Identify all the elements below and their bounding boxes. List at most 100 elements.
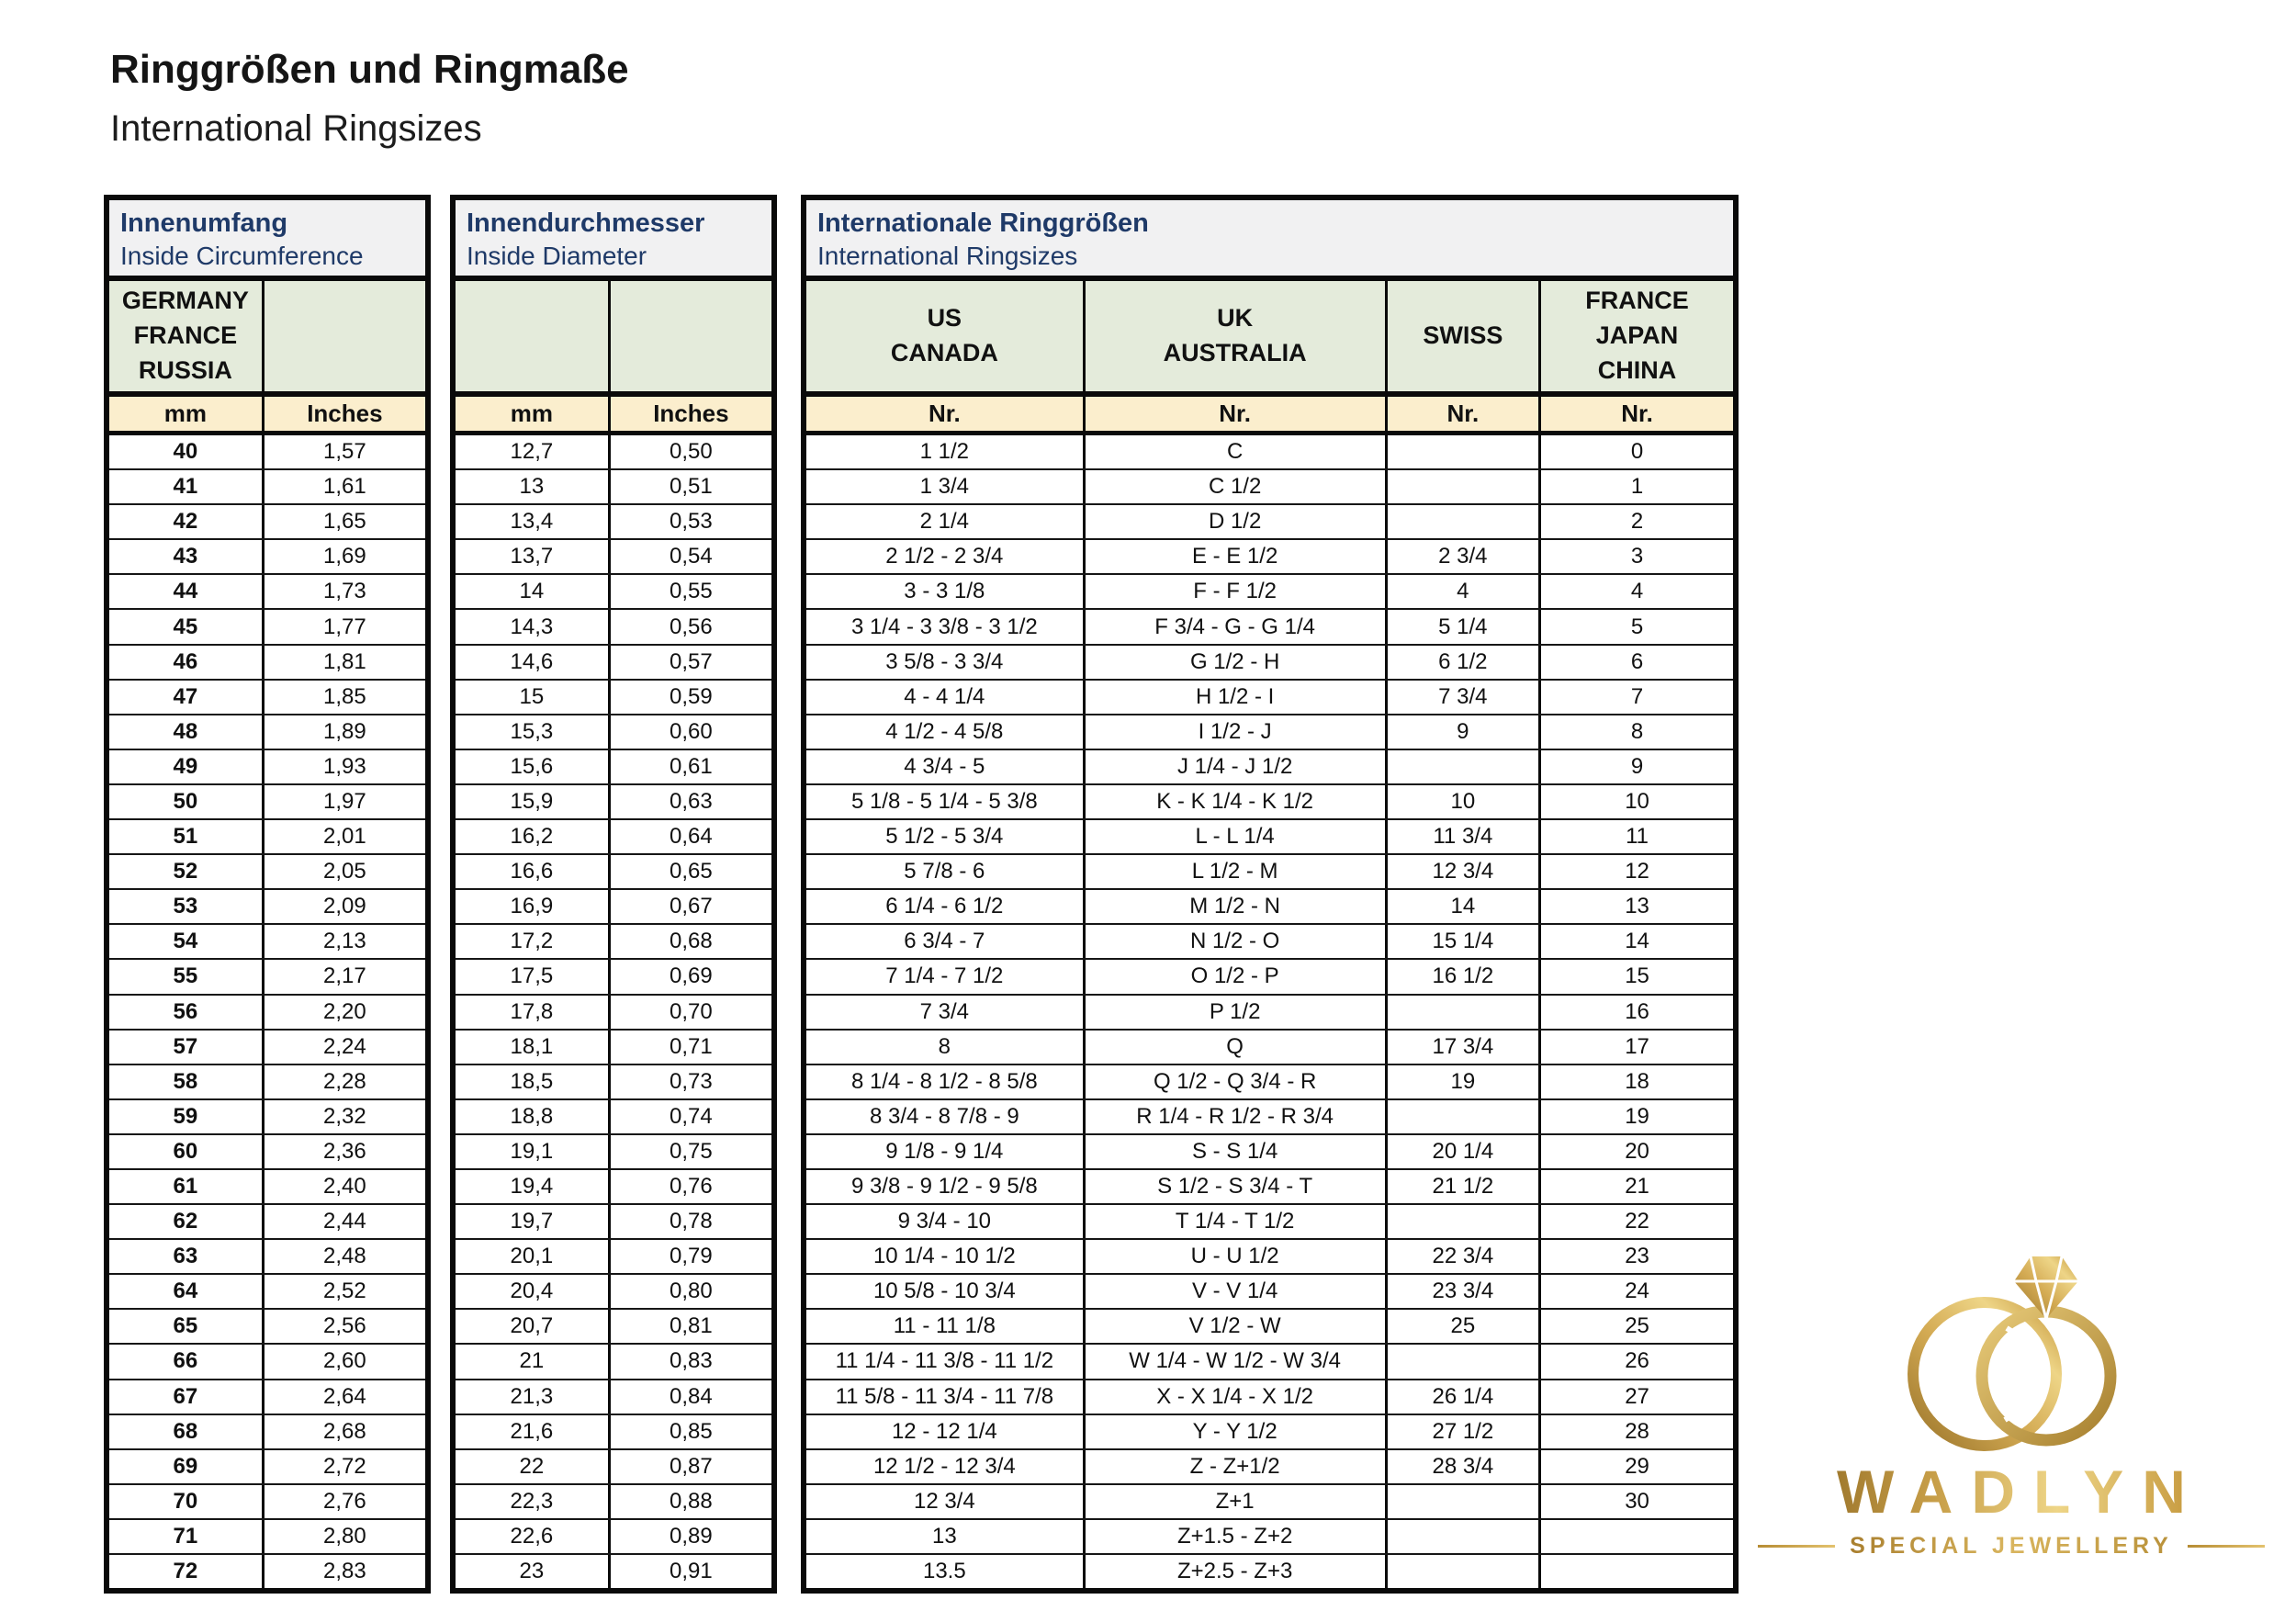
- table-cell: 2,17: [261, 960, 425, 994]
- tagline-text: SPECIAL JEWELLERY: [1850, 1533, 2173, 1560]
- table-cell: [1538, 1555, 1733, 1589]
- unit-header-mm: mm: [456, 397, 608, 431]
- table-row: 6 3/4 - 7 N 1/2 - O 15 1/4 14: [806, 923, 1733, 959]
- table-row: 18,8 0,74: [456, 1098, 771, 1133]
- region-header-row: [456, 281, 771, 397]
- unit-header-row: mm Inches: [109, 397, 425, 435]
- region-header-row: US CANADA UK AUSTRALIA SWISS FRANCE JAPA…: [806, 281, 1733, 397]
- inside-circumference-table: Innenumfang Inside Circumference GERMANY…: [104, 195, 431, 1594]
- table-cell: 1,57: [261, 435, 425, 469]
- table-row: 55 2,17: [109, 958, 425, 994]
- table-row: 14 0,55: [456, 573, 771, 609]
- table-cell: 50: [173, 788, 198, 814]
- table-cell: 16,6: [510, 859, 554, 884]
- table-cell: F - F 1/2: [1082, 575, 1385, 609]
- table-row: 12,7 0,50: [456, 435, 771, 469]
- table-row: 15,3 0,60: [456, 713, 771, 749]
- table-cell: 57: [173, 1033, 198, 1059]
- table-row: 22,3 0,88: [456, 1482, 771, 1518]
- table-cell: 13: [1538, 890, 1733, 924]
- table-cell: Y - Y 1/2: [1082, 1414, 1385, 1448]
- table-cell: 2,44: [261, 1205, 425, 1239]
- table-row: 15 0,59: [456, 678, 771, 714]
- table-row: 4 3/4 - 5 J 1/4 - J 1/2 9: [806, 748, 1733, 783]
- table-row: 13 Z+1.5 - Z+2: [806, 1517, 1733, 1553]
- unit-header-nr: Nr.: [1538, 397, 1733, 431]
- table-cell: 9: [1384, 715, 1538, 749]
- table-row: 16,6 0,65: [456, 853, 771, 889]
- table-cell: 3 5/8 - 3 3/4: [885, 648, 1004, 674]
- table-cell: 1,97: [261, 784, 425, 819]
- table-cell: 58: [173, 1068, 198, 1094]
- table-cell: 0,61: [607, 749, 771, 783]
- table-cell: 6: [1538, 645, 1733, 679]
- table-row: 42 1,65: [109, 503, 425, 539]
- table-row: 72 2,83: [109, 1553, 425, 1589]
- table-cell: R 1/4 - R 1/2 - R 3/4: [1082, 1099, 1385, 1133]
- region-header-cell-empty: [456, 281, 608, 391]
- table-cell: Q 1/2 - Q 3/4 - R: [1082, 1064, 1385, 1098]
- table-row: 22,6 0,89: [456, 1517, 771, 1553]
- table-cell: N 1/2 - O: [1082, 925, 1385, 959]
- table-row: 5 1/8 - 5 1/4 - 5 3/8 K - K 1/4 - K 1/2 10…: [806, 783, 1733, 819]
- table-cell: 17 3/4: [1384, 1030, 1538, 1064]
- table-cell: 14: [1538, 925, 1733, 959]
- table-row: 13.5 Z+2.5 - Z+3: [806, 1553, 1733, 1589]
- table-cell: 2 1/2 - 2 3/4: [885, 544, 1004, 569]
- table-row: 13,7 0,54: [456, 538, 771, 574]
- table-cell: 0,57: [607, 645, 771, 679]
- table-cell: 29: [1538, 1449, 1733, 1483]
- table-cell: 22: [519, 1453, 545, 1479]
- table-row: 13 0,51: [456, 468, 771, 504]
- table-cell: Q: [1082, 1030, 1385, 1064]
- table-cell: 1,89: [261, 715, 425, 749]
- table-row: 13,4 0,53: [456, 503, 771, 539]
- table-cell: 19,1: [510, 1138, 554, 1164]
- table-cell: 43: [173, 544, 198, 569]
- table-cell: 0,89: [607, 1519, 771, 1553]
- table-cell: 0,76: [607, 1169, 771, 1204]
- table-row: 2 1/2 - 2 3/4 E - E 1/2 2 3/4 3: [806, 538, 1733, 574]
- table-cell: 71: [173, 1523, 198, 1549]
- table-cell: 0,74: [607, 1099, 771, 1133]
- table-cell: [1384, 1519, 1538, 1553]
- table-cell: 0,78: [607, 1205, 771, 1239]
- table-cell: [1384, 435, 1538, 469]
- table-cell: 9: [1538, 749, 1733, 783]
- table-cell: L - L 1/4: [1082, 820, 1385, 854]
- table-cell: 0,79: [607, 1240, 771, 1274]
- table-cell: 67: [173, 1383, 198, 1409]
- table-row: 17,8 0,70: [456, 993, 771, 1029]
- table-row: 46 1,81: [109, 643, 425, 679]
- table-cell: 0,69: [607, 960, 771, 994]
- table-row: 71 2,80: [109, 1517, 425, 1553]
- table-cell: 7 3/4: [919, 998, 970, 1024]
- table-cell: S - S 1/4: [1082, 1134, 1385, 1168]
- table-row: 18,1 0,71: [456, 1028, 771, 1064]
- table-row: 47 1,85: [109, 678, 425, 714]
- table-cell: 0,50: [607, 435, 771, 469]
- table-cell: 60: [173, 1138, 198, 1164]
- table-cell: 13,4: [510, 509, 554, 535]
- table-cell: 27: [1538, 1380, 1733, 1414]
- table-cell: 0,54: [607, 540, 771, 574]
- table-cell: 14: [519, 579, 545, 604]
- table-cell: 21,3: [510, 1383, 554, 1409]
- table-body: 1 1/2 C 0 1 3/4 C 1/2 1 2 1/4 D 1/2 2 2 1/2 - 2 3…: [806, 435, 1733, 1589]
- caption-german: Innendurchmesser: [467, 208, 705, 238]
- table-cell: 0,84: [607, 1380, 771, 1414]
- table-cell: 0,88: [607, 1484, 771, 1518]
- table-cell: 8: [1538, 715, 1733, 749]
- table-row: 9 1/8 - 9 1/4 S - S 1/4 20 1/4 20: [806, 1132, 1733, 1168]
- table-cell: 0,85: [607, 1414, 771, 1448]
- table-cell: 0,81: [607, 1310, 771, 1344]
- table-row: 44 1,73: [109, 573, 425, 609]
- table-cell: 10 1/4 - 10 1/2: [872, 1244, 1016, 1269]
- table-cell: E - E 1/2: [1082, 540, 1385, 574]
- table-cell: D 1/2: [1082, 505, 1385, 539]
- table-cell: 11 5/8 - 11 3/4 - 11 7/8: [835, 1383, 1054, 1409]
- table-cell: 13: [519, 474, 545, 500]
- table-cell: 42: [173, 509, 198, 535]
